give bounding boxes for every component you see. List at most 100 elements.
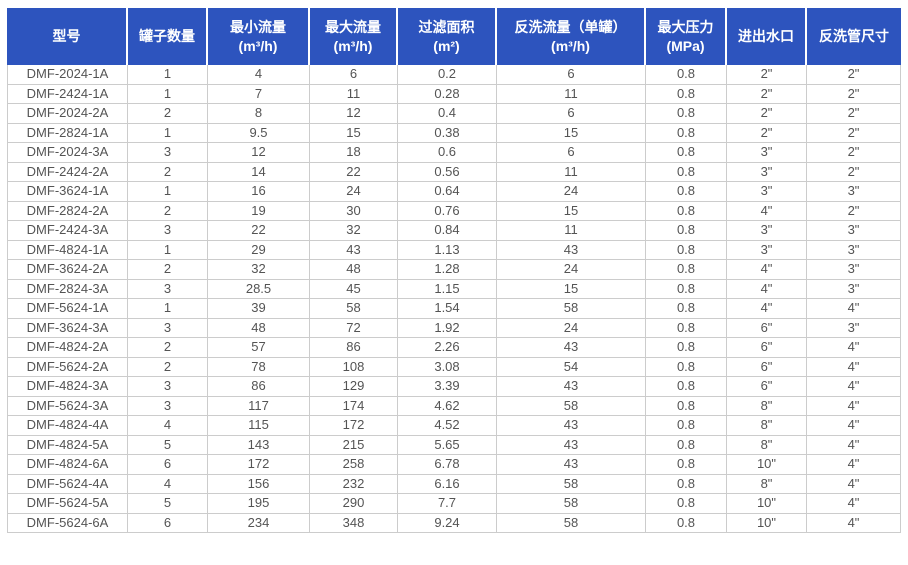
cell-model: DMF-2824-3A xyxy=(7,279,128,299)
table-row: DMF-4824-4A 4 115 172 4.52 43 0.8 8" 4" xyxy=(7,416,901,436)
cell-inlet-outlet: 2" xyxy=(727,123,807,143)
cell-tank-count: 5 xyxy=(128,494,208,514)
cell-max-flow: 43 xyxy=(310,240,398,260)
cell-backwash-flow: 58 xyxy=(497,513,646,533)
cell-max-flow: 72 xyxy=(310,318,398,338)
cell-model: DMF-2824-1A xyxy=(7,123,128,143)
cell-min-flow: 39 xyxy=(208,299,310,319)
cell-filter-area: 3.39 xyxy=(398,377,497,397)
cell-model: DMF-2024-3A xyxy=(7,143,128,163)
cell-backwash-pipe: 4" xyxy=(807,416,901,436)
cell-max-pressure: 0.8 xyxy=(646,65,727,85)
cell-backwash-pipe: 3" xyxy=(807,279,901,299)
cell-backwash-pipe: 3" xyxy=(807,182,901,202)
cell-model: DMF-5624-3A xyxy=(7,396,128,416)
cell-backwash-pipe: 4" xyxy=(807,338,901,358)
cell-inlet-outlet: 8" xyxy=(727,396,807,416)
cell-inlet-outlet: 6" xyxy=(727,318,807,338)
cell-tank-count: 2 xyxy=(128,357,208,377)
column-header-min-flow: 最小流量 (m³/h) xyxy=(208,8,310,65)
cell-filter-area: 4.62 xyxy=(398,396,497,416)
cell-backwash-pipe: 3" xyxy=(807,260,901,280)
cell-backwash-pipe: 2" xyxy=(807,104,901,124)
cell-max-flow: 24 xyxy=(310,182,398,202)
cell-tank-count: 2 xyxy=(128,201,208,221)
cell-backwash-pipe: 4" xyxy=(807,513,901,533)
cell-backwash-flow: 6 xyxy=(497,65,646,85)
cell-tank-count: 2 xyxy=(128,162,208,182)
cell-backwash-flow: 15 xyxy=(497,123,646,143)
cell-inlet-outlet: 3" xyxy=(727,162,807,182)
cell-inlet-outlet: 8" xyxy=(727,435,807,455)
table-row: DMF-5624-5A 5 195 290 7.7 58 0.8 10" 4" xyxy=(7,494,901,514)
cell-max-flow: 348 xyxy=(310,513,398,533)
cell-max-pressure: 0.8 xyxy=(646,240,727,260)
cell-filter-area: 1.15 xyxy=(398,279,497,299)
cell-inlet-outlet: 3" xyxy=(727,182,807,202)
cell-backwash-pipe: 2" xyxy=(807,201,901,221)
cell-min-flow: 32 xyxy=(208,260,310,280)
cell-max-pressure: 0.8 xyxy=(646,182,727,202)
cell-backwash-flow: 6 xyxy=(497,143,646,163)
cell-max-pressure: 0.8 xyxy=(646,201,727,221)
cell-inlet-outlet: 6" xyxy=(727,357,807,377)
cell-model: DMF-4824-6A xyxy=(7,455,128,475)
cell-backwash-flow: 24 xyxy=(497,318,646,338)
cell-backwash-flow: 11 xyxy=(497,221,646,241)
cell-tank-count: 4 xyxy=(128,416,208,436)
cell-max-pressure: 0.8 xyxy=(646,513,727,533)
cell-max-pressure: 0.8 xyxy=(646,143,727,163)
cell-min-flow: 234 xyxy=(208,513,310,533)
cell-inlet-outlet: 3" xyxy=(727,240,807,260)
cell-min-flow: 86 xyxy=(208,377,310,397)
cell-inlet-outlet: 4" xyxy=(727,260,807,280)
cell-max-flow: 12 xyxy=(310,104,398,124)
cell-backwash-flow: 54 xyxy=(497,357,646,377)
cell-inlet-outlet: 3" xyxy=(727,221,807,241)
table-row: DMF-3624-1A 1 16 24 0.64 24 0.8 3" 3" xyxy=(7,182,901,202)
column-header-backwash-pipe: 反洗管尺寸 xyxy=(807,8,901,65)
cell-inlet-outlet: 2" xyxy=(727,84,807,104)
cell-backwash-flow: 6 xyxy=(497,104,646,124)
cell-max-flow: 86 xyxy=(310,338,398,358)
cell-max-flow: 15 xyxy=(310,123,398,143)
cell-filter-area: 1.13 xyxy=(398,240,497,260)
cell-model: DMF-5624-2A xyxy=(7,357,128,377)
product-spec-table: 型号 罐子数量 最小流量 (m³/h) 最大流量 (m³/h) 过滤面积 (m²) 反洗流… xyxy=(7,8,901,533)
cell-max-pressure: 0.8 xyxy=(646,416,727,436)
cell-tank-count: 4 xyxy=(128,474,208,494)
cell-inlet-outlet: 4" xyxy=(727,201,807,221)
cell-backwash-pipe: 4" xyxy=(807,435,901,455)
cell-model: DMF-4824-2A xyxy=(7,338,128,358)
cell-inlet-outlet: 10" xyxy=(727,455,807,475)
cell-model: DMF-4824-1A xyxy=(7,240,128,260)
cell-model: DMF-3624-2A xyxy=(7,260,128,280)
cell-tank-count: 2 xyxy=(128,104,208,124)
cell-filter-area: 0.2 xyxy=(398,65,497,85)
cell-max-flow: 6 xyxy=(310,65,398,85)
cell-backwash-pipe: 2" xyxy=(807,162,901,182)
column-header-max-flow: 最大流量 (m³/h) xyxy=(310,8,398,65)
cell-max-flow: 172 xyxy=(310,416,398,436)
cell-max-pressure: 0.8 xyxy=(646,84,727,104)
cell-filter-area: 6.78 xyxy=(398,455,497,475)
cell-inlet-outlet: 4" xyxy=(727,279,807,299)
cell-min-flow: 117 xyxy=(208,396,310,416)
cell-model: DMF-2424-2A xyxy=(7,162,128,182)
cell-min-flow: 7 xyxy=(208,84,310,104)
cell-max-flow: 18 xyxy=(310,143,398,163)
cell-backwash-flow: 43 xyxy=(497,435,646,455)
cell-backwash-pipe: 4" xyxy=(807,357,901,377)
cell-max-flow: 215 xyxy=(310,435,398,455)
cell-min-flow: 143 xyxy=(208,435,310,455)
cell-backwash-flow: 24 xyxy=(497,182,646,202)
cell-filter-area: 1.54 xyxy=(398,299,497,319)
cell-max-flow: 11 xyxy=(310,84,398,104)
cell-min-flow: 28.5 xyxy=(208,279,310,299)
cell-tank-count: 2 xyxy=(128,260,208,280)
cell-min-flow: 22 xyxy=(208,221,310,241)
cell-tank-count: 3 xyxy=(128,279,208,299)
cell-backwash-flow: 58 xyxy=(497,494,646,514)
cell-min-flow: 57 xyxy=(208,338,310,358)
cell-tank-count: 1 xyxy=(128,182,208,202)
